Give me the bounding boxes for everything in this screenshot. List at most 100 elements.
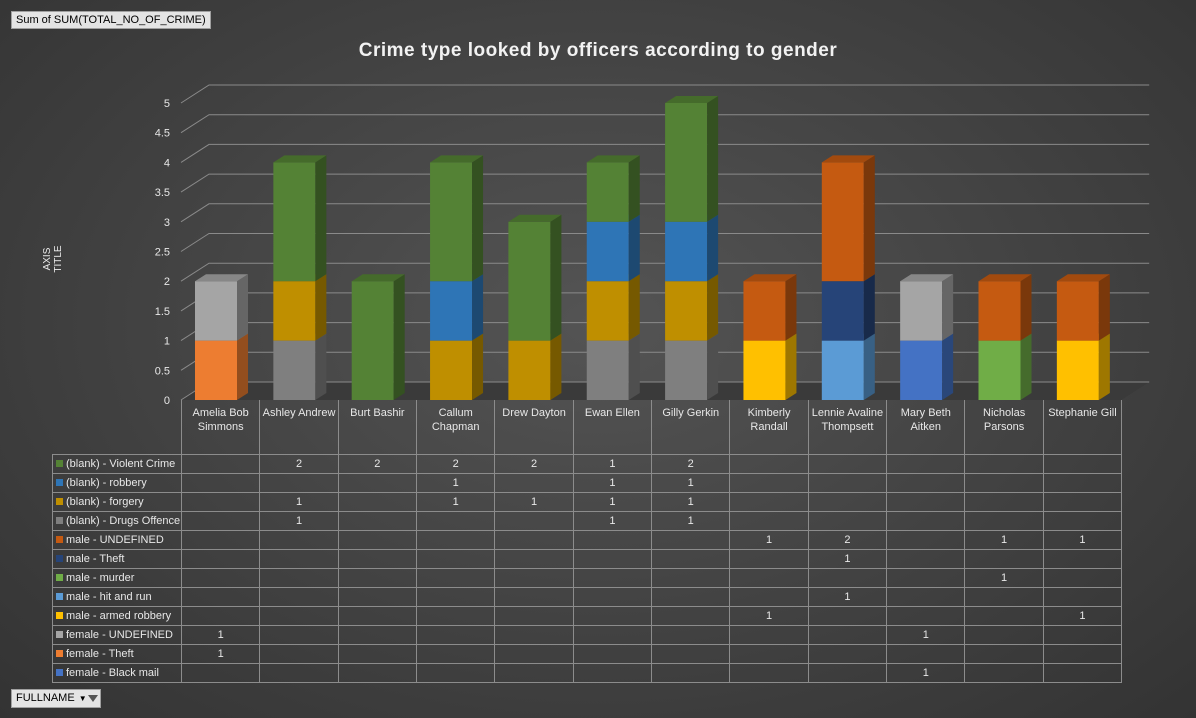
table-cell: 1 (729, 606, 809, 626)
table-cell (807, 644, 888, 664)
table-cell (259, 644, 339, 664)
legend-swatch (56, 650, 63, 657)
legend-entry: female - Theft (52, 644, 182, 664)
table-cell: 1 (494, 492, 574, 512)
table-cell (572, 625, 653, 645)
bar-segment (665, 96, 719, 222)
table-cell: 2 (337, 454, 418, 474)
table-cell (964, 473, 1044, 493)
table-cell: 1 (572, 511, 653, 531)
chart-title: Crime type looked by officers according … (358, 40, 838, 61)
bar-segment (195, 274, 248, 341)
legend-entry: female - Black mail (52, 663, 182, 683)
bar-segment (1056, 274, 1110, 341)
table-cell (180, 511, 261, 531)
gridline (180, 84, 1150, 104)
table-cell: 2 (416, 454, 496, 474)
table-cell (1042, 625, 1123, 645)
table-cell (337, 587, 418, 607)
legend-entry: female - UNDEFINED (52, 625, 182, 645)
bar-segment (743, 333, 797, 400)
table-cell (337, 663, 418, 683)
table-cell (886, 511, 966, 531)
table-cell (180, 492, 261, 512)
table-cell (886, 454, 966, 474)
table-cell (494, 568, 574, 588)
table-cell (572, 644, 653, 664)
x-tick-label: Gilly Gerkin (651, 400, 731, 455)
table-cell: 1 (1042, 606, 1123, 626)
table-cell (964, 625, 1044, 645)
table-cell (494, 644, 574, 664)
table-cell (964, 549, 1044, 569)
table-cell: 1 (259, 492, 339, 512)
bar-segment (821, 333, 875, 400)
table-cell (1042, 492, 1123, 512)
y-tick-label: 1.5 (155, 306, 170, 318)
table-cell (807, 606, 888, 626)
x-tick-label: Ashley Andrew (259, 400, 339, 455)
table-row: male - UNDEFINED 1 2 1 1 (52, 530, 1123, 550)
table-cell: 1 (729, 530, 809, 550)
bar-segment (508, 333, 562, 400)
x-tick-label: Amelia Bob Simmons (180, 400, 261, 455)
bar-segment (273, 274, 327, 341)
y-tick-label: 3 (164, 217, 170, 229)
table-cell: 1 (1042, 530, 1123, 550)
table-cell (807, 568, 888, 588)
table-cell (651, 568, 731, 588)
y-tick-label: 4 (164, 157, 170, 169)
table-cell (886, 549, 966, 569)
table-cell (886, 473, 966, 493)
table-cell: 1 (572, 492, 653, 512)
bar-segment (978, 333, 1032, 400)
table-cell (180, 473, 261, 493)
legend-swatch (56, 517, 63, 524)
table-cell (807, 625, 888, 645)
table-cell (1042, 511, 1123, 531)
table-cell (416, 606, 496, 626)
table-cell: 1 (964, 530, 1044, 550)
table-cell (1042, 568, 1123, 588)
table-cell (886, 530, 966, 550)
bar-segment (978, 274, 1032, 341)
table-cell (416, 568, 496, 588)
x-tick-label: Stephanie Gill (1042, 400, 1123, 455)
table-row: (blank) - Violent Crime 2 2 2 2 1 2 (52, 454, 1123, 474)
legend-entry: (blank) - forgery (52, 492, 182, 512)
table-cell (494, 606, 574, 626)
table-cell: 1 (807, 549, 888, 569)
table-cell (886, 587, 966, 607)
axis-field-label: FULLNAME (16, 692, 75, 704)
value-field-button[interactable]: Sum of SUM(TOTAL_NO_OF_CRIME) (11, 11, 211, 29)
table-cell (180, 568, 261, 588)
table-cell: 2 (807, 530, 888, 550)
bar-segment (430, 155, 484, 282)
table-cell (1042, 644, 1123, 664)
table-cell (1042, 473, 1123, 493)
table-cell (337, 568, 418, 588)
table-cell (572, 606, 653, 626)
axis-field-button[interactable]: FULLNAME ▼ (11, 689, 101, 708)
y-axis-ticks: 00.511.522.533.544.55 (155, 98, 170, 407)
legend-swatch (56, 536, 63, 543)
table-cell (729, 549, 809, 569)
table-cell (494, 549, 574, 569)
table-cell (259, 625, 339, 645)
legend-swatch (56, 574, 63, 581)
legend-entry: male - armed robbery (52, 606, 182, 626)
table-cell (180, 587, 261, 607)
table-cell (651, 549, 731, 569)
table-row: female - Theft 1 (52, 644, 1123, 664)
table-cell (964, 511, 1044, 531)
bar-segment (508, 214, 562, 341)
table-cell: 1 (807, 587, 888, 607)
table-cell (416, 625, 496, 645)
legend-swatch (56, 460, 63, 467)
table-cell (886, 606, 966, 626)
table-cell (651, 625, 731, 645)
table-cell (494, 625, 574, 645)
table-cell (337, 473, 418, 493)
bar-segment (351, 274, 405, 400)
table-cell (337, 530, 418, 550)
